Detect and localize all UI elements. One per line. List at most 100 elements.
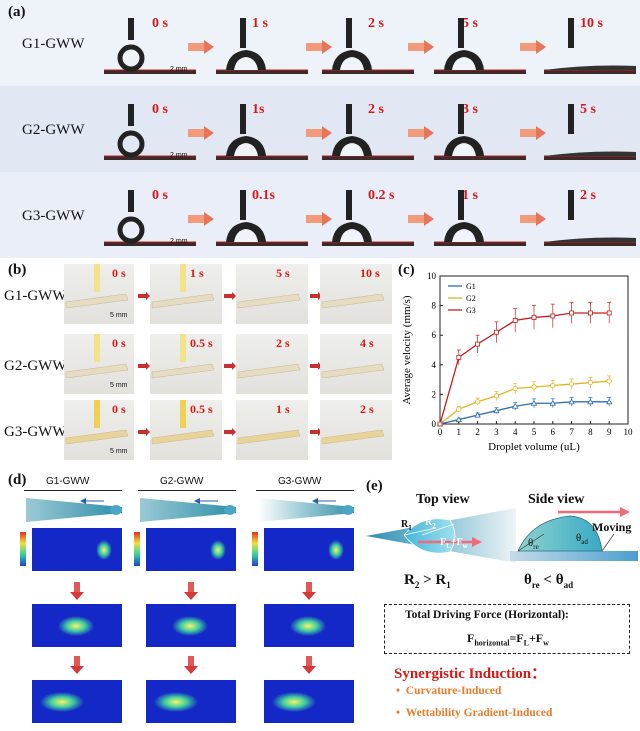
x-tick-label: 1 [457,427,462,437]
substrate [104,156,196,160]
substrate [322,156,414,160]
spread-film [544,237,636,242]
data-point [493,407,500,414]
arrow-head [536,212,546,226]
sample-strip [237,429,301,445]
panel-a-scale-label: 2 mm [170,238,188,245]
droplet-frame [544,190,636,246]
substrate [544,70,636,74]
arrow-head [322,212,332,226]
x-tick-label: 9 [607,427,612,437]
y-tick-label: 2 [432,389,437,399]
panel-b-time-label: 5 s [276,266,290,280]
data-point [531,384,537,390]
panel-a-scale-label: 2 mm [170,152,188,159]
x-tick-label: 8 [588,427,593,437]
panel-b-time-label: 2 s [276,336,290,350]
droplet-highlight [234,57,258,70]
strip-shape [65,293,129,309]
data-point [456,406,462,412]
force-plus: +F [450,537,463,548]
panel-a-time-label: 0 s [152,188,168,203]
arrow-body [306,656,312,666]
data-point [606,398,613,405]
needle [568,190,574,220]
substrate [544,156,636,160]
panel-a-time-label: 0 s [152,102,168,117]
velocity-field-map [146,680,236,723]
data-point [568,398,575,405]
arrow-glyph [138,428,150,436]
sample-strip [321,363,385,379]
field-hotspot [58,616,94,636]
data-point [437,421,443,427]
droplet-highlight [234,229,258,242]
velocity-field-map [32,604,122,647]
field-hotspot [290,616,326,636]
arrow-head [424,212,434,226]
sample-photo [236,264,308,324]
time-arrow [306,40,332,54]
sample-strip [237,293,301,309]
sample-photo [236,334,308,394]
panel-b-time-label: 1 s [190,266,204,280]
x-axis-label: Droplet volume (uL) [488,441,580,453]
velocity-field-map [264,528,354,571]
data-point [474,411,481,418]
colorbar [134,532,140,566]
panel-a-time-label: 2 s [580,188,596,203]
eq-equals-f: =F [509,631,524,645]
r2-line [421,523,455,536]
droplet-frame [104,18,196,74]
top-view-diagram [366,508,516,563]
droplet-frame [322,190,414,246]
strip-shape [237,363,301,379]
droplet-tip [342,505,354,515]
droplet-frame [434,104,526,160]
droplet-shape [403,518,456,554]
strip-shape [151,363,215,379]
sample-photo [236,400,308,460]
strip-shape [321,293,385,309]
strip-shape [65,429,129,445]
panel-b-time-label: 0.5 s [190,336,213,350]
arrow-head [302,592,316,600]
sample-photo [320,400,392,460]
strip-shape [321,429,385,445]
moving-label: Moving [592,520,632,534]
substrate [322,70,414,74]
arrow-glyph [138,292,150,300]
needle [346,104,352,134]
r2-sub: 2 [432,522,436,530]
droplet-tip [110,505,122,515]
panel-a-time-label: 2 s [368,16,384,31]
arrow-body [306,215,322,223]
force-arrow-head [472,537,482,547]
x-tick-label: 3 [494,427,499,437]
panel-d-column-title: G1-GWW [46,476,90,487]
arrow-head [302,666,316,674]
side-view-title: Side view [528,492,585,507]
time-arrow [408,126,434,140]
pipette-tip [94,334,100,362]
driving-force-title: Total Driving Force (Horizontal): [405,609,569,621]
arrow-head [204,212,214,226]
driving-force-box: Total Driving Force (Horizontal): Fhoriz… [384,604,630,654]
needle [128,104,134,126]
droplet-highlight [234,143,258,156]
spread-film [544,151,636,156]
r2-label: R2 [425,517,436,530]
synergy-title: Synergistic Induction： [394,666,547,682]
arrow-head [424,40,434,54]
rel-tre-sub: re [531,580,540,590]
theta-re-line [517,533,545,552]
data-point [549,399,556,406]
pipette-tip [94,264,100,292]
arrow-glyph [224,362,236,370]
velocity-field-map [32,680,122,723]
sample-photo [64,264,134,324]
arrow-body [408,215,424,223]
sample-strip [237,363,301,379]
sample-strip [65,264,129,309]
bullet-1: • [396,685,401,697]
